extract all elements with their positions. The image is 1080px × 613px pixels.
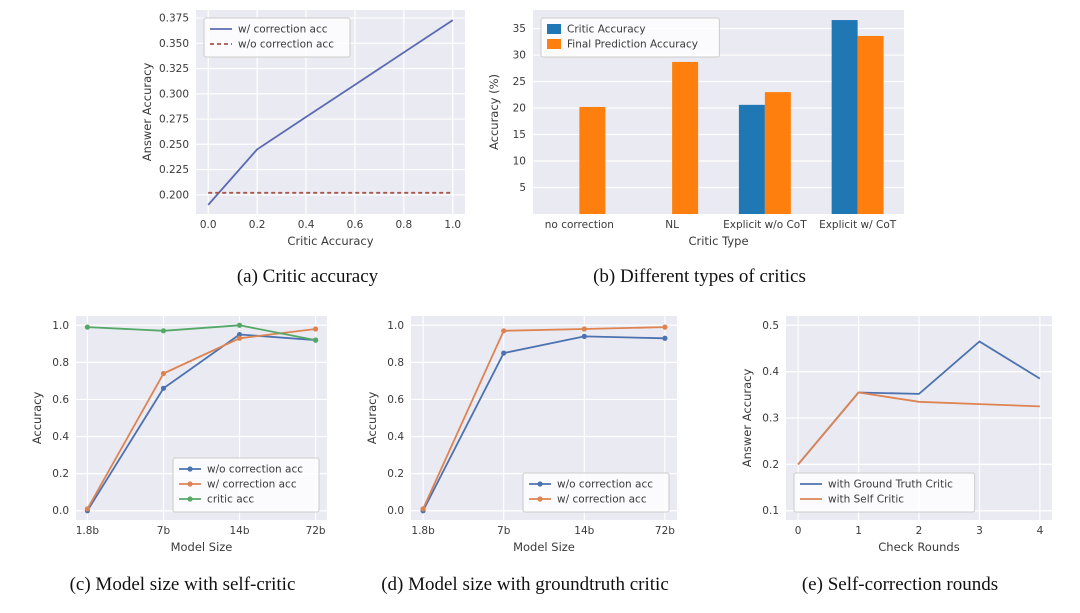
svg-text:1.8b: 1.8b <box>76 525 100 537</box>
caption-c: (c) Model size with self-critic <box>69 574 296 595</box>
svg-text:0.6: 0.6 <box>387 394 404 406</box>
svg-text:0.350: 0.350 <box>159 38 189 50</box>
svg-text:Accuracy: Accuracy <box>365 392 379 445</box>
svg-text:Model Size: Model Size <box>513 540 575 554</box>
svg-text:0.6: 0.6 <box>347 219 364 231</box>
svg-text:1: 1 <box>855 525 862 537</box>
svg-text:0.4: 0.4 <box>762 366 779 378</box>
svg-text:0.4: 0.4 <box>298 219 315 231</box>
svg-text:7b: 7b <box>497 525 511 537</box>
svg-text:no correction: no correction <box>545 219 614 231</box>
chart-critic-accuracy-canvas: 0.200 0.225 0.250 0.275 0.300 0.325 0.350 0.375… <box>140 10 465 248</box>
svg-text:0.8: 0.8 <box>387 357 404 369</box>
svg-text:0.275: 0.275 <box>159 114 189 126</box>
svg-text:Check Rounds: Check Rounds <box>878 540 959 554</box>
svg-text:0.1: 0.1 <box>762 505 779 517</box>
svg-text:30: 30 <box>513 50 526 62</box>
svg-text:NL: NL <box>665 219 679 231</box>
svg-text:Critic Type: Critic Type <box>688 234 748 248</box>
svg-text:1.0: 1.0 <box>444 219 461 231</box>
svg-text:3: 3 <box>976 525 983 537</box>
svg-text:0.300: 0.300 <box>159 88 189 100</box>
svg-text:Critic Accuracy: Critic Accuracy <box>567 24 646 36</box>
svg-text:7b: 7b <box>157 525 171 537</box>
svg-text:Model Size: Model Size <box>171 540 233 554</box>
svg-text:5: 5 <box>519 182 526 194</box>
svg-text:0.8: 0.8 <box>396 219 413 231</box>
svg-text:Explicit w/o CoT: Explicit w/o CoT <box>723 219 807 231</box>
svg-text:Answer Accuracy: Answer Accuracy <box>740 369 754 468</box>
chart-critic-accuracy: 0.200 0.225 0.250 0.275 0.300 0.325 0.350 0.375… <box>140 2 475 254</box>
svg-text:0.2: 0.2 <box>249 219 266 231</box>
svg-text:0.0: 0.0 <box>52 505 69 517</box>
svg-text:with Ground Truth Critic: with Ground Truth Critic <box>828 479 953 491</box>
svg-text:Explicit w/ CoT: Explicit w/ CoT <box>819 219 897 231</box>
svg-text:0.250: 0.250 <box>159 139 189 151</box>
svg-text:0.2: 0.2 <box>762 459 779 471</box>
svg-text:Final Prediction Accuracy: Final Prediction Accuracy <box>567 39 698 51</box>
svg-text:critic acc: critic acc <box>207 494 254 506</box>
caption-a: (a) Critic accuracy <box>236 266 379 287</box>
svg-text:1.0: 1.0 <box>52 320 69 332</box>
chart-correction-rounds-canvas: 0.1 0.2 0.3 0.4 0.5 0 1 2 3 4 Check Rounds Answer A… <box>740 316 1052 554</box>
svg-text:0.8: 0.8 <box>52 357 69 369</box>
svg-text:0.2: 0.2 <box>387 468 404 480</box>
svg-text:Accuracy: Accuracy <box>30 392 44 445</box>
svg-text:Critic Accuracy: Critic Accuracy <box>287 234 373 248</box>
caption-e: (e) Self-correction rounds <box>801 574 999 595</box>
svg-text:14b: 14b <box>574 525 594 537</box>
svg-text:0.375: 0.375 <box>159 13 189 25</box>
svg-text:0.0: 0.0 <box>200 219 217 231</box>
svg-text:0: 0 <box>795 525 802 537</box>
svg-text:20: 20 <box>513 103 526 115</box>
svg-text:15: 15 <box>513 129 526 141</box>
svg-text:2: 2 <box>916 525 923 537</box>
chart-selfcritic-modelsize-canvas: 0.0 0.2 0.4 0.6 0.8 1.0 1.8b 7b 14b 72b Model Size… <box>30 316 327 554</box>
chart-correction-rounds: 0.1 0.2 0.3 0.4 0.5 0 1 2 3 4 Check Rounds Answer A… <box>740 308 1060 560</box>
chart-groundtruth-modelsize-canvas: 0.0 0.2 0.4 0.6 0.8 1.0 1.8b 7b 14b 72b Model Size… <box>365 316 677 554</box>
svg-text:1.8b: 1.8b <box>411 525 435 537</box>
svg-text:0.325: 0.325 <box>159 63 189 75</box>
svg-text:14b: 14b <box>230 525 250 537</box>
svg-text:w/ correction acc: w/ correction acc <box>207 479 297 491</box>
caption-b: (b) Different types of critics <box>593 266 806 287</box>
svg-text:72b: 72b <box>655 525 675 537</box>
svg-text:w/o correction acc: w/o correction acc <box>238 39 334 51</box>
svg-text:0.4: 0.4 <box>387 431 404 443</box>
caption-d: (d) Model size with groundtruth critic <box>381 574 669 595</box>
svg-text:1.0: 1.0 <box>387 320 404 332</box>
chart-groundtruth-modelsize: 0.0 0.2 0.4 0.6 0.8 1.0 1.8b 7b 14b 72b Model Size… <box>365 308 685 560</box>
svg-text:25: 25 <box>513 76 526 88</box>
svg-text:Answer Accuracy: Answer Accuracy <box>140 63 154 162</box>
svg-text:w/ correction acc: w/ correction acc <box>557 494 647 506</box>
svg-text:0.225: 0.225 <box>159 164 189 176</box>
chart-critic-types-canvas: 5 10 15 20 25 30 35 no correction NL Explicit w/o… <box>487 10 904 248</box>
svg-text:w/o correction acc: w/o correction acc <box>207 464 303 476</box>
svg-text:w/ correction acc: w/ correction acc <box>238 24 328 36</box>
svg-text:0.200: 0.200 <box>159 189 189 201</box>
svg-text:0.2: 0.2 <box>52 468 69 480</box>
svg-text:0.4: 0.4 <box>52 431 69 443</box>
svg-text:4: 4 <box>1037 525 1044 537</box>
svg-text:w/o correction acc: w/o correction acc <box>557 479 653 491</box>
svg-text:10: 10 <box>513 156 526 168</box>
svg-text:Accuracy (%): Accuracy (%) <box>487 74 501 150</box>
svg-text:0.5: 0.5 <box>762 320 779 332</box>
svg-text:72b: 72b <box>306 525 326 537</box>
chart-critic-types: 5 10 15 20 25 30 35 no correction NL Explicit w/o… <box>487 2 912 254</box>
svg-text:0.3: 0.3 <box>762 413 779 425</box>
svg-text:35: 35 <box>513 23 526 35</box>
svg-text:0.6: 0.6 <box>52 394 69 406</box>
svg-text:with Self Critic: with Self Critic <box>828 494 904 506</box>
chart-selfcritic-modelsize: 0.0 0.2 0.4 0.6 0.8 1.0 1.8b 7b 14b 72b Model Size… <box>30 308 335 560</box>
svg-text:0.0: 0.0 <box>387 505 404 517</box>
